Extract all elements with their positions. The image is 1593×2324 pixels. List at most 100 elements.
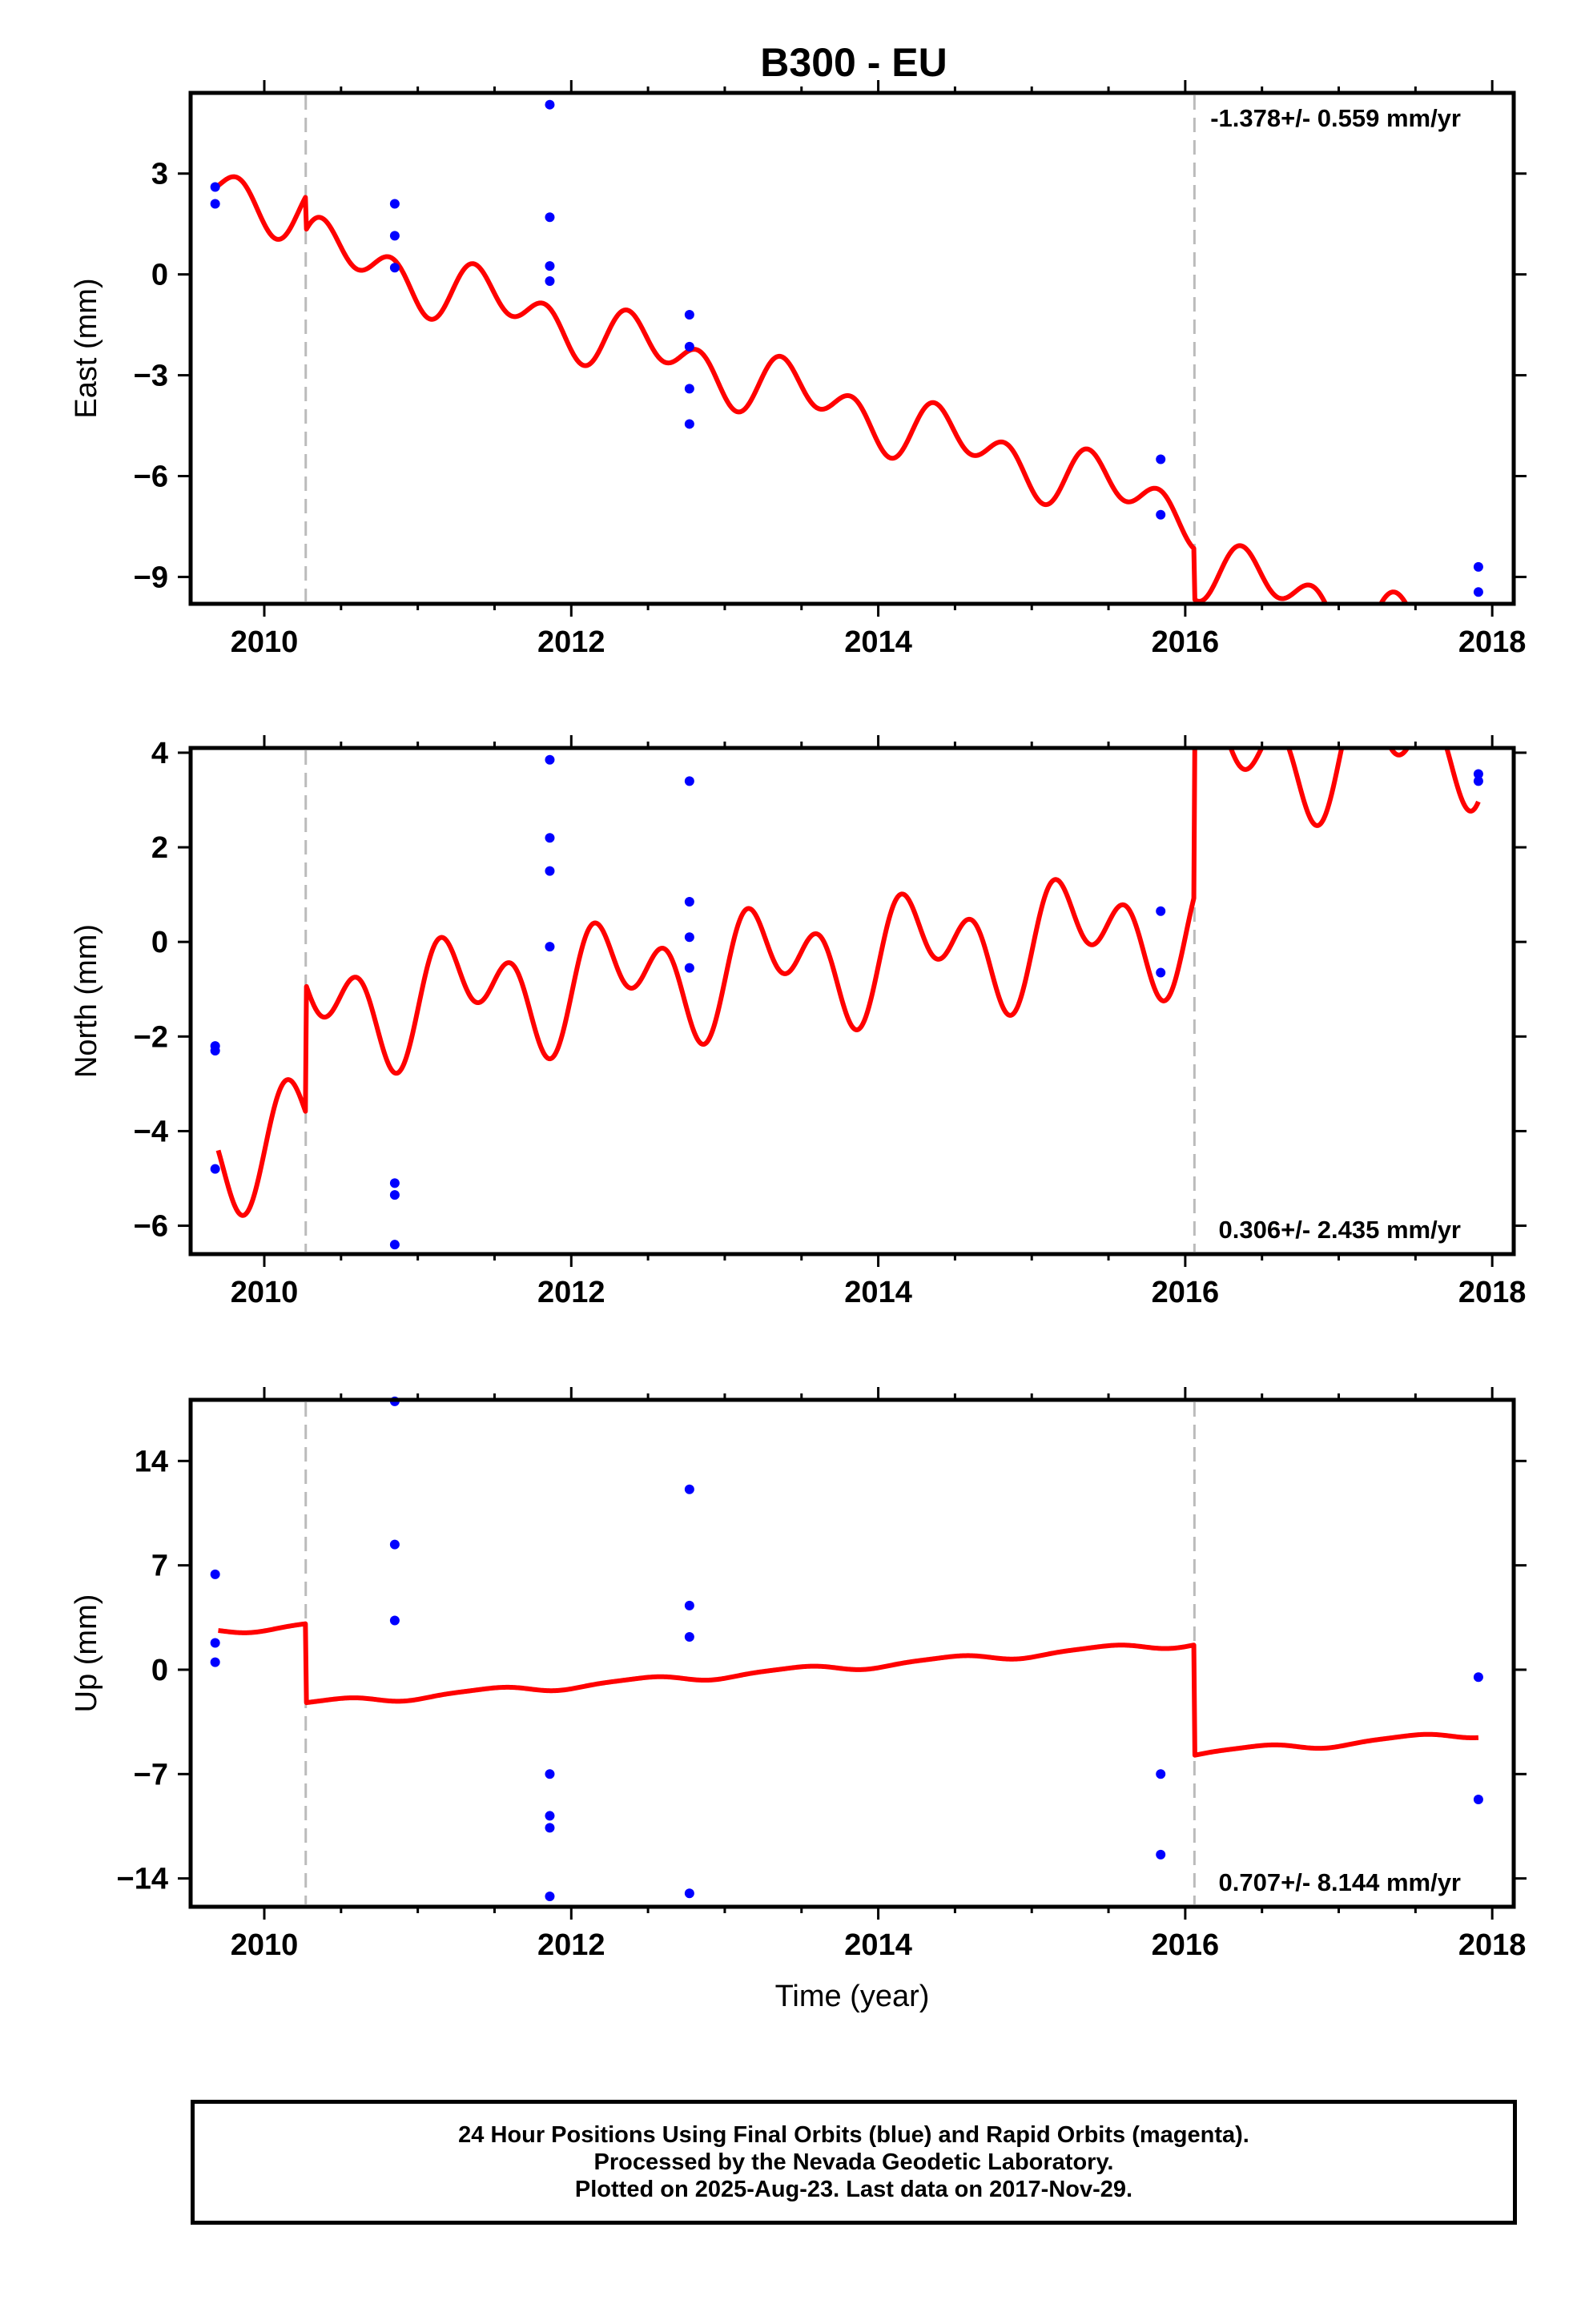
data-point bbox=[1156, 1849, 1166, 1860]
data-point bbox=[545, 261, 555, 271]
y-axis-label: Up (mm) bbox=[70, 1594, 103, 1713]
data-point bbox=[210, 1569, 220, 1579]
figure-title: B300 - EU bbox=[760, 40, 947, 85]
y-tick-label: −3 bbox=[134, 360, 168, 393]
x-tick-label: 2014 bbox=[844, 1928, 912, 1962]
x-tick-label: 2012 bbox=[537, 1276, 605, 1309]
y-axis-label: East (mm) bbox=[70, 278, 103, 418]
data-point bbox=[1156, 1769, 1166, 1779]
x-tick-label: 2014 bbox=[844, 625, 912, 659]
data-point bbox=[545, 1891, 555, 1901]
data-point bbox=[389, 199, 400, 209]
data-point bbox=[1473, 1672, 1483, 1683]
y-tick-label: 7 bbox=[151, 1550, 168, 1583]
data-point bbox=[210, 1046, 220, 1056]
data-point bbox=[389, 1178, 400, 1188]
north-panel: 2010 2012 2014 2016 2018 −6 −4 −2 0 2 4 North (mm) 0… bbox=[70, 735, 1527, 1309]
y-tick-label: −7 bbox=[134, 1758, 168, 1791]
data-point bbox=[210, 1638, 220, 1648]
y-tick-label: 0 bbox=[151, 259, 168, 292]
data-point bbox=[545, 276, 555, 287]
data-point bbox=[1473, 1794, 1483, 1804]
y-tick-label: −6 bbox=[134, 1210, 168, 1244]
data-point bbox=[210, 1164, 220, 1174]
data-point bbox=[684, 341, 694, 352]
caption-line-1: 24 Hour Positions Using Final Orbits (bl… bbox=[458, 2122, 1249, 2148]
x-tick-label: 2010 bbox=[231, 625, 299, 659]
y-tick-label: 2 bbox=[151, 831, 168, 865]
data-point bbox=[210, 199, 220, 209]
data-point bbox=[545, 833, 555, 843]
data-point bbox=[1156, 906, 1166, 916]
x-tick-label: 2010 bbox=[231, 1276, 299, 1309]
data-point bbox=[210, 1657, 220, 1667]
x-tick-label: 2018 bbox=[1458, 625, 1527, 659]
x-tick-label: 2018 bbox=[1458, 1276, 1527, 1309]
x-tick-label: 2016 bbox=[1152, 1928, 1220, 1962]
data-point bbox=[684, 1600, 694, 1610]
data-point bbox=[545, 1823, 555, 1833]
data-point bbox=[1156, 509, 1166, 520]
data-point bbox=[389, 1190, 400, 1200]
data-point bbox=[545, 1811, 555, 1821]
velocity-annotation: -1.378+/- 0.559 mm/yr bbox=[1210, 104, 1461, 132]
y-axis-label: North (mm) bbox=[70, 924, 103, 1078]
x-tick-label: 2014 bbox=[844, 1276, 912, 1309]
data-point bbox=[545, 754, 555, 765]
data-point bbox=[1156, 454, 1166, 464]
data-point bbox=[545, 212, 555, 223]
model-fit-line bbox=[216, 174, 1410, 604]
data-point bbox=[1473, 561, 1483, 572]
caption-line-3: Plotted on 2025-Aug-23. Last data on 201… bbox=[574, 2177, 1133, 2202]
east-panel: 2010 2012 2014 2016 2018 −9 −6 −3 0 3 East (mm) -1.… bbox=[70, 80, 1527, 659]
data-point bbox=[389, 263, 400, 273]
y-tick-label: 4 bbox=[151, 737, 168, 770]
model-fit-line bbox=[216, 1621, 1480, 1758]
model-fit-line bbox=[215, 748, 1481, 1218]
data-point bbox=[545, 99, 555, 110]
data-point bbox=[389, 1615, 400, 1626]
data-point bbox=[1156, 967, 1166, 978]
data-point bbox=[545, 942, 555, 952]
data-point bbox=[684, 310, 694, 320]
plot-frame bbox=[188, 1397, 1516, 1909]
up-panel: 2010 2012 2014 2016 2018 −14 −7 0 7 14 Up (mm) Time… bbox=[70, 1387, 1527, 2013]
data-point bbox=[684, 896, 694, 907]
y-tick-label: −9 bbox=[134, 561, 168, 594]
plot-frame bbox=[188, 746, 1516, 1256]
data-point bbox=[545, 1769, 555, 1779]
velocity-annotation: 0.306+/- 2.435 mm/yr bbox=[1219, 1216, 1461, 1244]
y-tick-label: −2 bbox=[134, 1020, 168, 1054]
data-point bbox=[389, 1539, 400, 1550]
data-point bbox=[684, 384, 694, 394]
data-point bbox=[684, 963, 694, 973]
x-tick-label: 2016 bbox=[1152, 1276, 1220, 1309]
data-point bbox=[1473, 769, 1483, 779]
data-point bbox=[684, 419, 694, 429]
y-tick-label: 0 bbox=[151, 926, 168, 959]
data-point bbox=[1473, 776, 1483, 786]
data-point bbox=[684, 1484, 694, 1494]
velocity-annotation: 0.707+/- 8.144 mm/yr bbox=[1219, 1868, 1461, 1896]
plot-frame bbox=[188, 90, 1516, 606]
x-tick-label: 2010 bbox=[231, 1928, 299, 1962]
caption-line-2: Processed by the Nevada Geodetic Laborat… bbox=[593, 2149, 1114, 2175]
y-tick-label: −6 bbox=[134, 460, 168, 494]
data-point bbox=[1473, 587, 1483, 597]
data-point bbox=[389, 1240, 400, 1250]
x-axis-label: Time (year) bbox=[775, 1980, 930, 2013]
data-point bbox=[545, 866, 555, 876]
data-point bbox=[210, 182, 220, 192]
y-tick-label: 14 bbox=[135, 1445, 168, 1478]
data-point bbox=[684, 776, 694, 786]
data-point bbox=[684, 1632, 694, 1642]
y-tick-label: 0 bbox=[151, 1654, 168, 1687]
x-tick-label: 2012 bbox=[537, 1928, 605, 1962]
x-tick-label: 2016 bbox=[1152, 625, 1220, 659]
data-point bbox=[684, 1888, 694, 1899]
y-tick-label: 3 bbox=[151, 158, 168, 191]
x-tick-label: 2018 bbox=[1458, 1928, 1527, 1962]
data-point bbox=[684, 932, 694, 943]
y-tick-label: −4 bbox=[134, 1115, 168, 1148]
